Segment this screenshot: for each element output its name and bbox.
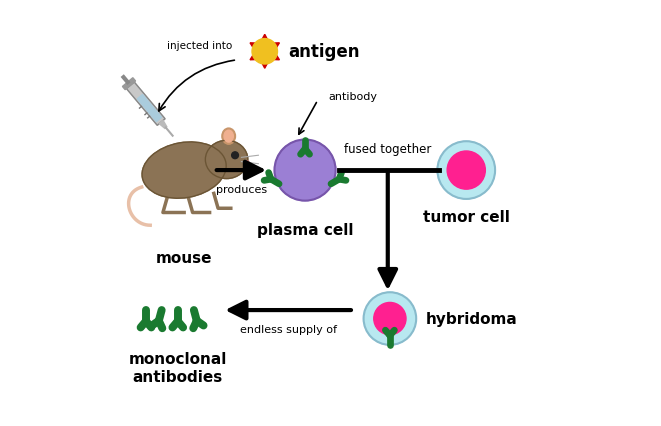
Text: plasma cell: plasma cell xyxy=(256,222,353,237)
Ellipse shape xyxy=(206,141,248,179)
Polygon shape xyxy=(137,95,161,122)
Text: hybridoma: hybridoma xyxy=(426,311,518,326)
Text: antibody: antibody xyxy=(329,92,377,101)
Polygon shape xyxy=(122,78,136,90)
Ellipse shape xyxy=(222,129,235,145)
Text: endless supply of: endless supply of xyxy=(239,325,336,334)
Text: monoclonal
antibodies: monoclonal antibodies xyxy=(129,351,227,384)
Text: produces: produces xyxy=(216,185,267,195)
Text: tumor cell: tumor cell xyxy=(423,210,510,225)
Circle shape xyxy=(438,142,495,199)
Polygon shape xyxy=(250,35,280,69)
Circle shape xyxy=(373,303,406,335)
Text: mouse: mouse xyxy=(156,250,212,265)
Ellipse shape xyxy=(224,131,233,143)
Text: injected into: injected into xyxy=(167,41,233,51)
Circle shape xyxy=(447,152,485,190)
Circle shape xyxy=(231,153,239,159)
Polygon shape xyxy=(126,83,165,126)
Circle shape xyxy=(252,40,278,65)
Text: antigen: antigen xyxy=(288,43,360,61)
Circle shape xyxy=(274,140,336,201)
Circle shape xyxy=(364,293,416,345)
Ellipse shape xyxy=(142,143,226,199)
Text: fused together: fused together xyxy=(344,143,432,156)
Polygon shape xyxy=(159,121,167,129)
Circle shape xyxy=(245,161,249,166)
